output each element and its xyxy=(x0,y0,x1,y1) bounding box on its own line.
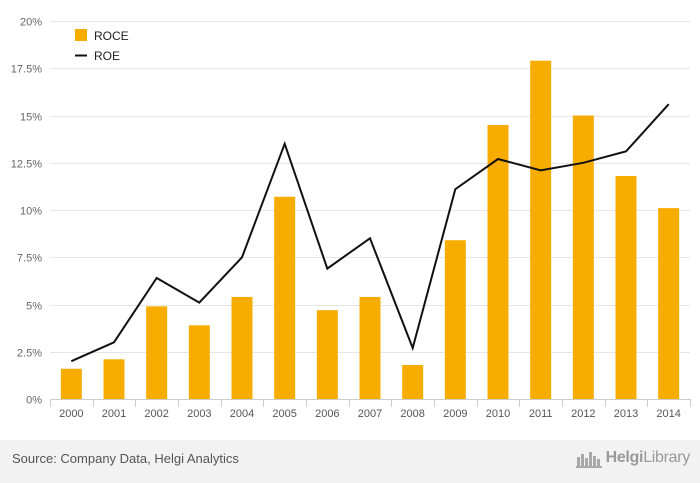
brand-logo: HelgiLibrary xyxy=(575,448,691,468)
y-tick-label: 15% xyxy=(20,112,42,124)
brand-name: HelgiLibrary xyxy=(605,449,691,467)
roce-bar xyxy=(402,364,424,399)
y-tick-label: 12.5% xyxy=(11,159,42,171)
x-tick-label: 2012 xyxy=(571,408,595,420)
x-tick-label: 2008 xyxy=(400,408,424,420)
legend: ROCE ROE xyxy=(75,29,129,63)
y-tick-label: 17.5% xyxy=(11,64,42,76)
y-tick-label: 10% xyxy=(20,206,42,218)
x-tick-label: 2014 xyxy=(656,408,680,420)
roce-bar xyxy=(60,368,82,399)
x-tick-label: 2013 xyxy=(614,408,638,420)
x-tick-label: 2003 xyxy=(187,408,211,420)
x-tick-label: 2007 xyxy=(358,408,382,420)
x-axis-ticks xyxy=(50,399,691,407)
y-tick-label: 2.5% xyxy=(17,348,42,360)
roce-bar xyxy=(359,296,381,399)
legend-roe-label: ROE xyxy=(94,49,120,63)
brand-light: Library xyxy=(643,449,690,466)
x-tick-label: 2001 xyxy=(102,408,126,420)
x-axis-labels: 2000 2001 2002 2003 2004 2005 2006 2007 2008 2009… xyxy=(59,408,681,420)
roce-bar xyxy=(572,115,594,399)
legend-roce-swatch xyxy=(75,29,87,41)
roce-bar xyxy=(530,60,552,399)
roce-bar xyxy=(188,325,210,399)
x-tick-label: 2000 xyxy=(59,408,83,420)
footer: Source: Company Data, Helgi Analytics He… xyxy=(0,440,700,483)
roce-bar xyxy=(658,208,680,399)
roce-bar xyxy=(615,175,637,399)
roce-bar xyxy=(146,306,168,399)
roce-bar xyxy=(231,296,253,399)
roce-bar xyxy=(316,310,338,399)
gridlines xyxy=(50,21,690,353)
roce-bar xyxy=(487,124,509,399)
x-tick-label: 2005 xyxy=(272,408,296,420)
roe-line xyxy=(70,103,670,363)
legend-roce-label: ROCE xyxy=(94,29,129,43)
x-tick-label: 2004 xyxy=(230,408,254,420)
y-tick-label: 7.5% xyxy=(17,253,42,265)
x-tick-label: 2010 xyxy=(486,408,510,420)
source-text: Source: Company Data, Helgi Analytics xyxy=(12,451,239,466)
roce-bar xyxy=(274,196,296,399)
roce-bar xyxy=(103,359,125,399)
x-tick-label: 2006 xyxy=(315,408,339,420)
brand-bold: Helgi xyxy=(605,449,644,466)
library-icon xyxy=(575,452,602,468)
x-tick-label: 2002 xyxy=(144,408,168,420)
x-tick-label: 2009 xyxy=(443,408,467,420)
y-tick-label: 20% xyxy=(20,17,42,29)
y-tick-label: 5% xyxy=(26,301,42,313)
y-axis-labels: 0% 2.5% 5% 7.5% 10% 12.5% 15% 17.5% 20% xyxy=(11,17,42,407)
roce-bars xyxy=(60,60,680,399)
y-tick-label: 0% xyxy=(26,395,42,407)
chart: 0% 2.5% 5% 7.5% 10% 12.5% 15% 17.5% 20% 2000 2001… xyxy=(11,17,691,420)
roce-bar xyxy=(444,240,466,399)
x-tick-label: 2011 xyxy=(529,408,553,420)
